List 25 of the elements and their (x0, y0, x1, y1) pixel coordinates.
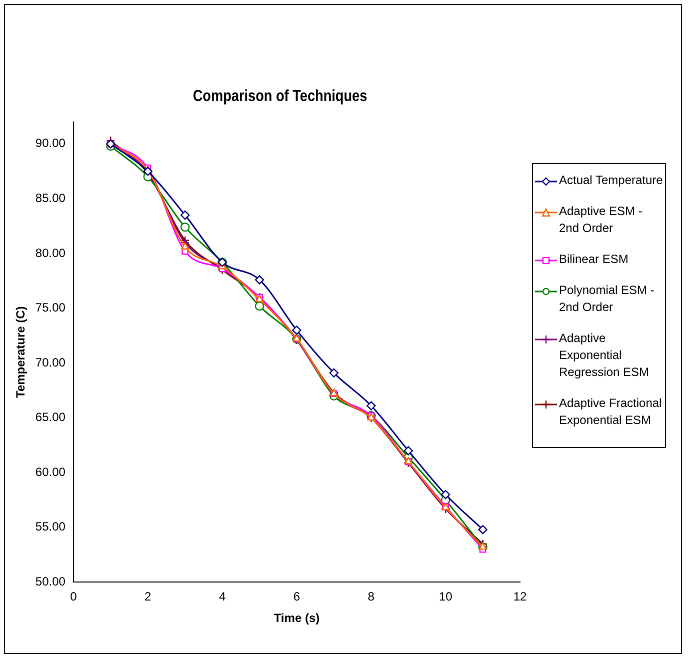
x-tick-label: 6 (293, 590, 300, 604)
y-tick-label: 60.00 (35, 464, 66, 479)
x-tick-label: 8 (368, 590, 375, 604)
x-tick-label: 0 (70, 590, 78, 604)
x-tick-label: 4 (218, 590, 226, 604)
x-tick-label: 2 (144, 590, 152, 604)
y-tick-label: 85.00 (35, 191, 66, 206)
y-tick-label: 75.00 (35, 300, 66, 315)
x-tick-label: 10 (438, 590, 453, 604)
x-axis-title: Time (s) (274, 611, 320, 626)
legend-label: Actual Temperature (559, 172, 663, 189)
x-tick-label: 12 (513, 590, 527, 604)
legend-label: Adaptive ESM - 2nd Order (559, 203, 644, 237)
y-tick-label: 80.00 (35, 246, 66, 260)
chart-title: Comparison of Techniques (192, 88, 368, 106)
y-tick-label: 50.00 (35, 574, 66, 589)
legend-label: Adaptive Exponential Regression ESM (559, 330, 650, 381)
y-tick-label: 55.00 (35, 520, 66, 534)
y-tick-label: 90.00 (35, 136, 66, 150)
y-axis-title: Temperature (C) (14, 306, 28, 398)
legend-label: Bilinear ESM (559, 251, 628, 268)
legend-label: Adaptive Fractional Exponential ESM (559, 395, 663, 429)
legend-label: Polynomial ESM - 2nd Order (559, 282, 656, 316)
y-tick-label: 65.00 (35, 410, 66, 424)
y-tick-label: 70.00 (35, 355, 66, 370)
